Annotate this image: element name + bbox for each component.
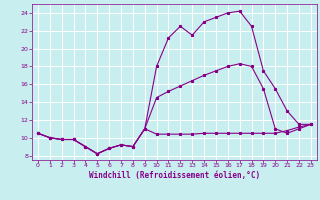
X-axis label: Windchill (Refroidissement éolien,°C): Windchill (Refroidissement éolien,°C) (89, 171, 260, 180)
